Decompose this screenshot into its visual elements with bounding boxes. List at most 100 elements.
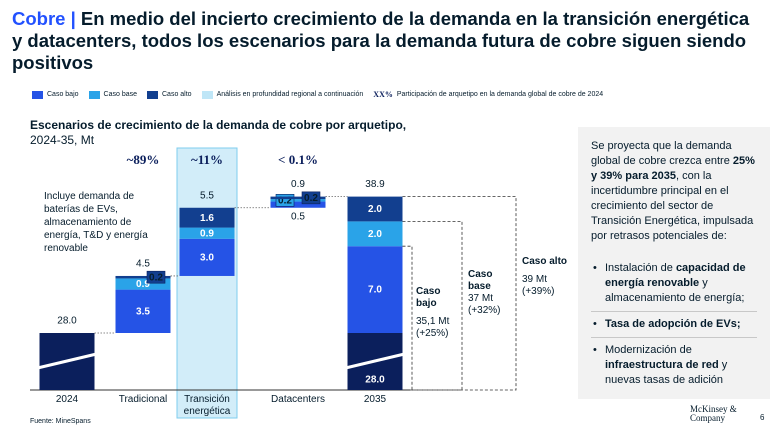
text-run: , con la incertidumbre principal en el c… [591,170,754,242]
bullet: Tasa de adopción de EVs; [591,311,757,337]
legend-swatch [147,90,158,99]
bar-label: 3.0 [200,253,214,264]
scenario-value: 35,1 Mt [416,316,450,327]
legend-label: Caso alto [162,91,192,98]
text-run: capacidad de energía renovable [605,262,746,289]
scenario-value: 37 Mt [468,293,494,304]
sidebar-intro: Se proyecta que la demanda global de cob… [591,139,757,244]
sidebar-bullets: Instalación de capacidad de energía reno… [591,256,757,393]
text-run: 25% y 39% para 2035 [591,155,755,182]
bar-segment [179,227,235,239]
logo: McKinsey & Company [690,404,737,423]
total-label: 38.9 [365,179,385,190]
text-run: Instalación de [605,262,676,274]
legend-label: Participación de arquetipo en la demanda… [396,91,604,98]
scenario-label: Caso bajo [416,286,441,309]
x-tick-label: 2024 [55,394,79,405]
label-box [301,191,321,205]
brand: Cobre | [12,8,76,29]
bar-segment [270,199,326,202]
legend-item: Caso base [88,90,137,99]
bar-label: 0.2 [278,195,292,206]
bar-segment [347,196,403,222]
x-tick-label: Transición energética [183,394,231,417]
bar-label: 0.2 [304,193,318,204]
scenario-change: (+39%) [522,286,555,297]
axis-break [37,352,97,370]
text-run: y nuevas tasas de adición [605,359,728,386]
total-label: 28.0 [57,316,77,327]
legend-label: Caso bajo [47,91,79,98]
scenario: Caso alto 39 Mt (+39%) [522,256,578,298]
x-tick-label: Tradicional [118,394,168,405]
sidebar: Se proyecta que la demanda global de cob… [578,127,770,399]
text-run: y almacenamiento de energía; [605,277,745,304]
axis-break [345,352,405,370]
bar-label: 0.2 [149,272,163,283]
share-label: ~11% [190,152,224,167]
x-tick-label: Datacenters [271,394,325,405]
legend-item: Análisis en profundidad regional a conti… [201,90,364,99]
legend-label: Caso base [103,91,137,98]
scenario-change: (+25%) [416,328,449,339]
share-label: < 0.1% [278,152,318,167]
bar-segment [270,201,326,208]
chart-subtitle: 2024-35, Mt [30,133,95,147]
legend-item: XX% Participación de arquetipo en la dema… [373,90,603,99]
legend-swatch [88,90,100,99]
total-label: 4.5 [136,259,150,270]
bullet: Instalación de capacidad de energía reno… [591,256,757,311]
scenario-label: Caso alto [522,256,568,267]
bar-segment [270,196,326,200]
bar-segment [115,278,171,290]
chart-title: Escenarios de crecimiento de la demanda … [30,118,407,132]
bar-segment [179,207,235,228]
text-run: infraestructura de red [605,359,719,371]
scenario-bracket [402,245,413,391]
scenario-bracket [402,196,517,391]
scenario-label: Caso base [468,269,493,292]
bar-segment [347,246,403,333]
legend-symbol: XX% [373,90,393,99]
page-number: 6 [760,413,765,422]
total-label: 0.9 [291,179,305,190]
scenario: Caso base 37 Mt (+32%) [468,269,502,317]
share-label: ~89% [126,152,160,167]
bar-segment [115,289,171,333]
text-run: Modernización de [605,344,692,356]
scenario-change: (+32%) [468,305,501,316]
legend-swatch [32,90,43,99]
bar-label: 28.0 [365,375,385,386]
legend-item: Caso alto [147,90,192,99]
chart-title-block: Escenarios de crecimiento de la demanda … [30,118,406,148]
bar-label: 0.9 [136,279,150,290]
legend: Caso bajo Caso base Caso alto Análisis e… [32,90,603,99]
bar-label: 2.0 [368,204,382,215]
scenario-value: 39 Mt [522,274,548,285]
legend-label: Análisis en profundidad regional a conti… [216,91,364,98]
highlight-box [176,147,238,419]
bar-label: 3.5 [136,306,150,317]
total-label: 5.5 [200,190,214,201]
bar-segment [115,275,171,279]
title: Cobre | En medio del incierto crecimient… [12,8,752,74]
bar-label: 7.0 [368,285,382,296]
legend-item: Caso bajo [32,90,79,99]
title-text: En medio del incierto crecimiento de la … [12,8,750,73]
text-run: Se proyecta que la demanda global de cob… [591,140,733,167]
bullet: Modernización de infraestructura de red … [591,337,757,393]
text-run: Tasa de adopción de EVs; [605,318,741,330]
bar-segment [347,221,403,247]
x-tick-label: 2035 [363,394,387,405]
bar-label: 0.5 [291,211,305,222]
scenario: Caso bajo 35,1 Mt (+25%) [416,286,450,340]
note: Incluye demanda de baterías de EVs, alma… [44,191,148,254]
source: Fuente: MineSpans [30,418,91,425]
bar-label: 2.0 [368,229,382,240]
bar-label: 0.9 [200,228,214,239]
label-box [146,270,166,284]
bar-segment [179,238,235,276]
bar-label: 1.6 [200,213,214,224]
